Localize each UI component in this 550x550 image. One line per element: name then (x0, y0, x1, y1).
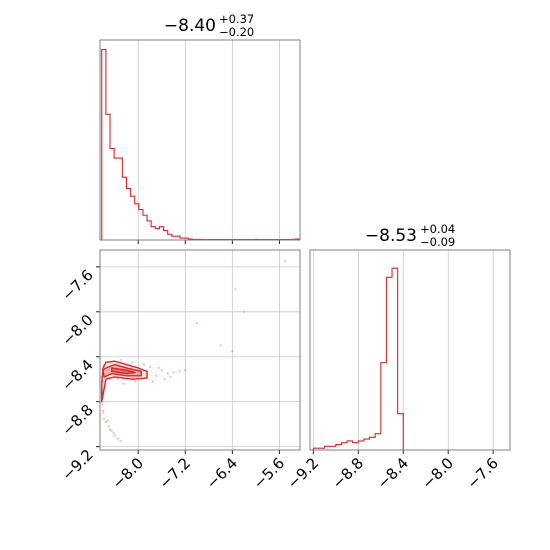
contour-y-tick-label-0: −7.6 (58, 266, 96, 304)
scatter-point-8 (104, 420, 108, 424)
hist-param-2-ticks: −9.2 −8.8 −8.4 −8.0 −7.6 (284, 450, 502, 493)
scatter-point-30 (131, 361, 134, 364)
scatter-point-4 (102, 411, 105, 415)
scatter-point-34 (163, 378, 166, 381)
contour-x-tick-label-3: −5.6 (250, 454, 288, 492)
scatter-point-11 (113, 434, 116, 437)
scatter-point-15 (108, 428, 112, 431)
scatter-point-6 (101, 409, 105, 412)
scatter-point-13 (119, 439, 122, 443)
contour-y-tick-label-2: −8.4 (58, 356, 96, 394)
scatter-point-24 (184, 369, 187, 372)
hist-param-2-upper-error: +0.04 (420, 222, 455, 236)
panel-hist-param-2: −9.2 −8.8 −8.4 −8.0 −7.6 −8.53 +0.04 −0.09 (284, 222, 511, 493)
scatter-point-16 (112, 431, 115, 435)
scatter-point-39 (231, 349, 234, 353)
contour-y-tick-label-3: −8.8 (58, 401, 96, 439)
hist-param-1-ticks (137, 240, 280, 244)
scatter-point-20 (160, 369, 163, 372)
contour-x-tick-label-2: −6.4 (203, 454, 241, 492)
contour-level-2 (111, 367, 136, 375)
panel-hist-param-1: −8.40 +0.37 −0.20 (99, 12, 301, 244)
scatter-point-41 (195, 321, 199, 325)
scatter-point-40 (284, 260, 287, 263)
scatter-point-26 (148, 365, 152, 369)
scatter-point-36 (122, 382, 125, 385)
scatter-point-32 (134, 380, 137, 383)
contour-y-tick-label-1: −8.0 (58, 311, 96, 349)
contour-scatter (100, 260, 287, 443)
scatter-point-9 (107, 425, 111, 428)
hist-param-2-x-tick-label-0: −9.2 (284, 454, 322, 492)
hist-param-1-title: −8.40 (164, 16, 216, 36)
contour-x-tick-label-0: −8.0 (109, 454, 147, 492)
panel-contour-joint: −8.0 −7.2 −6.4 −5.6−7.6−8.0−8.4−8.8−9.2 (58, 249, 301, 493)
scatter-point-23 (178, 370, 181, 373)
hist-param-2-x-tick-label-1: −8.8 (329, 454, 367, 492)
scatter-point-10 (110, 429, 113, 433)
contour-frame (99, 249, 301, 451)
scatter-point-37 (234, 288, 237, 291)
hist-param-2-x-tick-label-4: −7.6 (463, 454, 501, 492)
scatter-point-12 (116, 437, 119, 440)
hist-param-1-grid (137, 40, 280, 240)
hist-param-2-x-tick-label-3: −8.0 (419, 454, 457, 492)
scatter-point-42 (219, 344, 222, 347)
hist-param-2-frame (309, 249, 511, 451)
scatter-point-25 (154, 374, 158, 378)
contour-x-tick-label-1: −7.2 (156, 454, 194, 492)
hist-param-1-frame (99, 39, 301, 241)
scatter-point-29 (119, 358, 122, 362)
hist-param-2-lower-error: −0.09 (420, 235, 455, 249)
contour-levels (101, 360, 148, 403)
contour-y-tick-label-4: −9.2 (58, 446, 96, 484)
hist-param-2-steps (312, 267, 404, 450)
scatter-point-35 (116, 378, 119, 381)
hist-param-2-title: −8.53 (365, 226, 417, 246)
hist-param-2-median: −8.53 (365, 226, 417, 246)
hist-param-2-grid (312, 250, 494, 450)
hist-param-1-upper-error: +0.37 (219, 12, 254, 26)
contour-ticks: −8.0 −7.2 −6.4 −5.6−7.6−8.0−8.4−8.8−9.2 (58, 266, 288, 493)
scatter-point-22 (172, 371, 175, 374)
scatter-point-27 (157, 366, 161, 370)
scatter-point-31 (142, 363, 146, 366)
hist-param-1-median: −8.40 (164, 16, 216, 36)
hist-param-2-x-tick-label-2: −8.4 (374, 454, 412, 492)
scatter-point-21 (166, 372, 169, 375)
scatter-point-33 (151, 380, 155, 383)
scatter-point-14 (106, 419, 109, 422)
scatter-point-28 (169, 375, 172, 379)
hist-param-1-lower-error: −0.20 (219, 25, 254, 39)
scatter-point-3 (101, 402, 104, 406)
hist-param-1-steps (101, 48, 300, 241)
scatter-point-38 (242, 310, 246, 313)
contour-grid (100, 250, 300, 450)
scatter-point-5 (102, 417, 106, 420)
